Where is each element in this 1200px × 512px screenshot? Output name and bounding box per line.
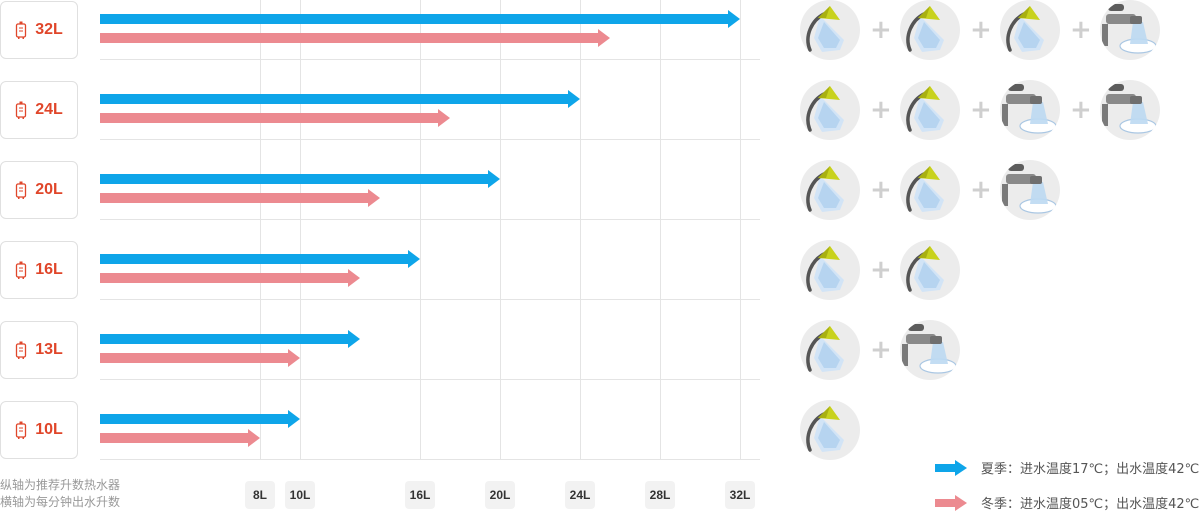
gridline-vertical: [420, 0, 421, 460]
plus-sign: +: [870, 335, 892, 365]
category-label-box: 13L: [0, 321, 78, 379]
row-separator: [100, 59, 760, 60]
shower-head-icon: [900, 0, 960, 60]
category-label-box: 24L: [0, 81, 78, 139]
faucet-icon: [1100, 80, 1160, 140]
water-heater-icon: [16, 181, 27, 199]
plus-sign: +: [870, 255, 892, 285]
shower-head-icon: [800, 0, 860, 60]
category-label: 24L: [35, 101, 63, 118]
x-tick-label: 16L: [405, 481, 435, 509]
bar-summer: [100, 10, 740, 28]
plus-sign: +: [1070, 15, 1092, 45]
legend-label: 冬季：进水温度05℃；出水温度42℃: [981, 497, 1200, 512]
bar-summer: [100, 250, 420, 268]
shower-head-icon: [800, 160, 860, 220]
water-heater-icon: [16, 101, 27, 119]
plus-sign: +: [970, 15, 992, 45]
shower-head-icon: [900, 80, 960, 140]
plus-sign: +: [970, 175, 992, 205]
row-separator: [100, 139, 760, 140]
gridline-vertical: [300, 0, 301, 460]
bar-winter: [100, 269, 360, 287]
plus-sign: +: [870, 175, 892, 205]
x-tick-label: 24L: [565, 481, 595, 509]
bar-winter: [100, 349, 300, 367]
bar-winter: [100, 189, 380, 207]
legend-item: 冬季：进水温度05℃；出水温度42℃: [935, 493, 1199, 512]
y-axis-note: 纵轴为推荐升数热水器: [0, 478, 121, 492]
x-tick-label: 20L: [485, 481, 515, 509]
water-heater-icon: [16, 261, 27, 279]
plus-sign: +: [870, 95, 892, 125]
x-axis-note: 横轴为每分钟出水升数: [0, 495, 121, 509]
plus-sign: +: [1070, 95, 1092, 125]
category-label: 16L: [35, 261, 63, 278]
legend-arrow-winter: [935, 494, 967, 511]
faucet-icon: [1000, 80, 1060, 140]
shower-head-icon: [800, 80, 860, 140]
bar-winter: [100, 29, 610, 47]
shower-head-icon: [800, 240, 860, 300]
gridline-vertical: [740, 0, 741, 460]
gridline-vertical: [260, 0, 261, 460]
bar-winter: [100, 429, 260, 447]
gridline-vertical: [580, 0, 581, 460]
bar-summer: [100, 410, 300, 428]
bar-summer: [100, 330, 360, 348]
bar-winter: [100, 109, 450, 127]
bar-summer: [100, 90, 580, 108]
legend-item: 夏季：进水温度17℃；出水温度42℃: [935, 458, 1199, 477]
water-heater-icon: [16, 421, 27, 439]
x-tick-label: 28L: [645, 481, 675, 509]
row-separator: [100, 219, 760, 220]
gridline-vertical: [660, 0, 661, 460]
plus-sign: +: [970, 95, 992, 125]
faucet-icon: [900, 320, 960, 380]
category-label: 32L: [35, 21, 63, 38]
water-heater-icon: [16, 341, 27, 359]
bar-summer: [100, 170, 500, 188]
water-heater-icon: [16, 21, 27, 39]
row-separator: [100, 379, 760, 380]
x-tick-label: 32L: [725, 481, 755, 509]
category-label-box: 20L: [0, 161, 78, 219]
legend-arrow-summer: [935, 459, 967, 476]
category-label: 10L: [35, 421, 63, 438]
category-label: 13L: [35, 341, 63, 358]
x-tick-label: 10L: [285, 481, 315, 509]
category-label: 20L: [35, 181, 63, 198]
plus-sign: +: [870, 15, 892, 45]
shower-head-icon: [1000, 0, 1060, 60]
shower-head-icon: [900, 160, 960, 220]
legend-label: 夏季：进水温度17℃；出水温度42℃: [981, 462, 1200, 477]
x-tick-label: 8L: [245, 481, 275, 509]
category-label-box: 10L: [0, 401, 78, 459]
category-label-box: 16L: [0, 241, 78, 299]
gridline-vertical: [500, 0, 501, 460]
row-separator: [100, 299, 760, 300]
shower-head-icon: [800, 320, 860, 380]
faucet-icon: [1000, 160, 1060, 220]
category-label-box: 32L: [0, 1, 78, 59]
row-separator: [100, 459, 760, 460]
shower-head-icon: [800, 400, 860, 460]
faucet-icon: [1100, 0, 1160, 60]
shower-head-icon: [900, 240, 960, 300]
